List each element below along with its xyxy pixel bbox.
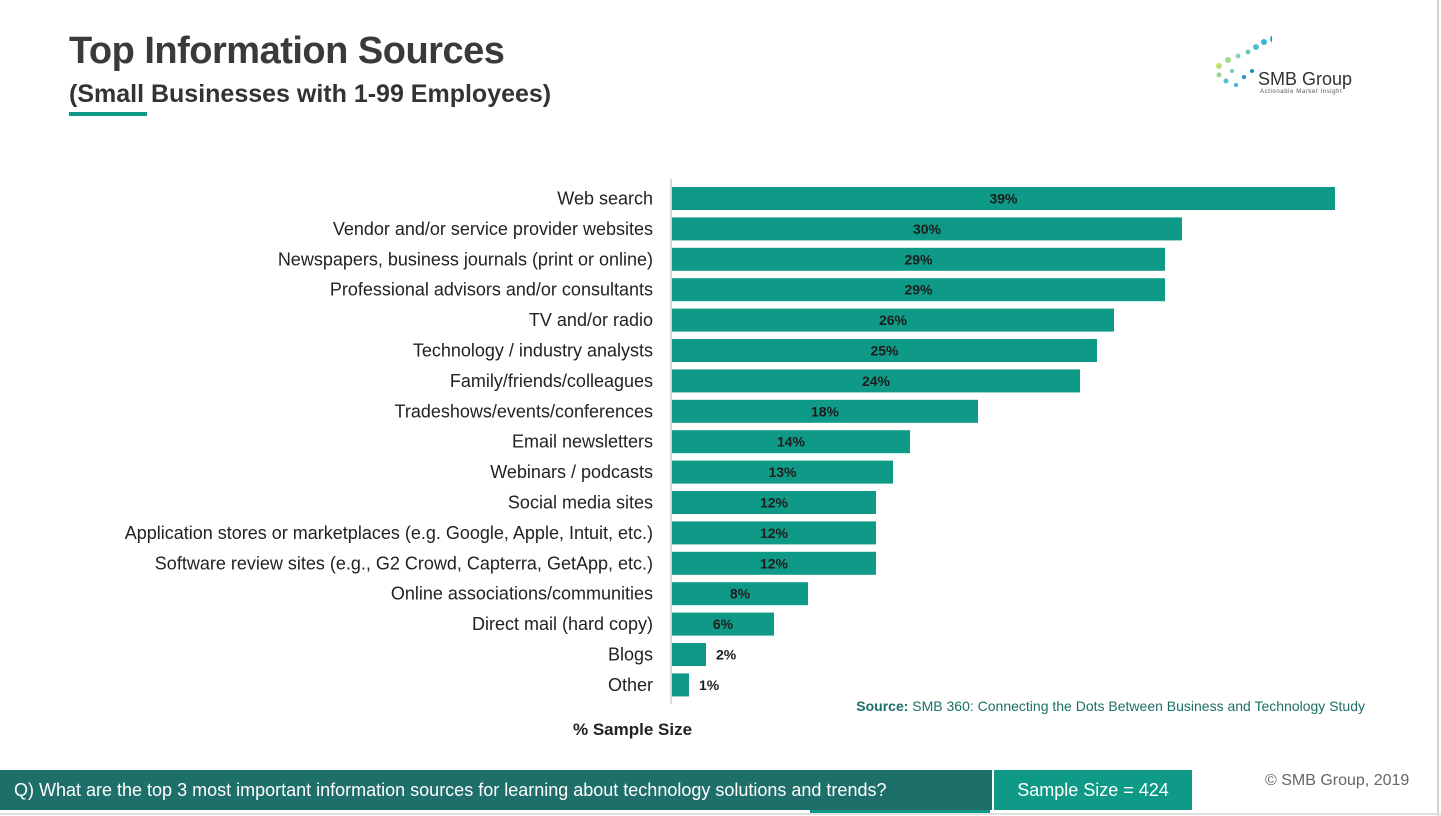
data-label: 6% [713,616,734,632]
category-label: Web search [557,189,653,209]
bar [672,582,808,606]
category-label: Technology / industry analysts [413,341,653,361]
logo-tagline: Actionable Market Insight [1260,89,1343,95]
data-label: 18% [811,403,840,419]
category-label: TV and/or radio [529,310,653,330]
data-label: 1% [699,677,720,693]
data-label: 8% [730,586,751,602]
source-text: SMB 360: Connecting the Dots Between Bus… [908,698,1365,714]
category-label: Family/friends/colleagues [450,371,653,391]
category-label: Application stores or marketplaces (e.g.… [125,523,653,543]
right-border [1437,0,1439,816]
category-label: Email newsletters [512,432,653,452]
x-axis-label: % Sample Size [573,720,693,739]
bar-chart: Web search 39% Vendor and/or service provi… [125,179,1335,704]
data-label: 14% [777,434,806,450]
data-label: 2% [716,647,737,663]
category-label: Webinars / podcasts [490,462,653,482]
category-label: Blogs [608,645,653,665]
bar [672,187,1335,210]
bar [672,217,1182,241]
logo-name: SMB Group [1258,69,1353,89]
category-label: Direct mail (hard copy) [472,614,653,634]
bar [672,308,1114,332]
bar [672,278,1165,302]
data-label: 12% [760,525,789,541]
source-note: Source: SMB 360: Connecting the Dots Bet… [856,698,1365,714]
data-label: 25% [870,343,899,359]
bottom-border [0,813,1441,815]
category-label: Online associations/communities [391,584,653,604]
bar [672,430,910,454]
category-label: Professional advisors and/or consultants [330,280,653,300]
title-accent-line [69,112,147,116]
data-label: 13% [768,464,797,480]
bar [672,521,876,545]
bar [672,247,1165,271]
banner-accent-line [810,810,990,813]
source-label: Source: [856,698,909,714]
page-title: Top Information Sources [69,30,505,72]
data-label: 39% [989,191,1018,207]
data-label: 29% [904,251,933,267]
bar [672,551,876,575]
sample-size-badge: Sample Size = 424 [994,770,1192,810]
category-label: Other [608,675,653,695]
bar [672,339,1097,362]
category-label: Tradeshows/events/conferences [395,401,653,421]
bar [672,612,774,636]
bar [672,643,706,666]
data-label: 12% [760,555,789,571]
logo-dots-icon [1216,35,1272,87]
bar [672,369,1080,393]
category-label: Vendor and/or service provider websites [333,219,653,239]
bar [672,673,689,697]
question-banner: Q) What are the top 3 most important inf… [0,770,992,810]
bar [672,460,893,484]
data-label: 30% [913,221,942,237]
category-label: Software review sites (e.g., G2 Crowd, C… [155,553,653,573]
smb-group-logo: SMB Group Actionable Market Insight [1212,33,1372,103]
copyright: © SMB Group, 2019 [1265,772,1410,789]
data-label: 12% [760,495,789,511]
data-label: 29% [904,282,933,298]
bar [672,399,978,423]
bar [672,491,876,514]
category-label: Newspapers, business journals (print or … [278,249,653,269]
category-label: Social media sites [508,493,653,513]
data-label: 24% [862,373,891,389]
page-subtitle: (Small Businesses with 1-99 Employees) [69,80,552,108]
data-label: 26% [879,312,908,328]
